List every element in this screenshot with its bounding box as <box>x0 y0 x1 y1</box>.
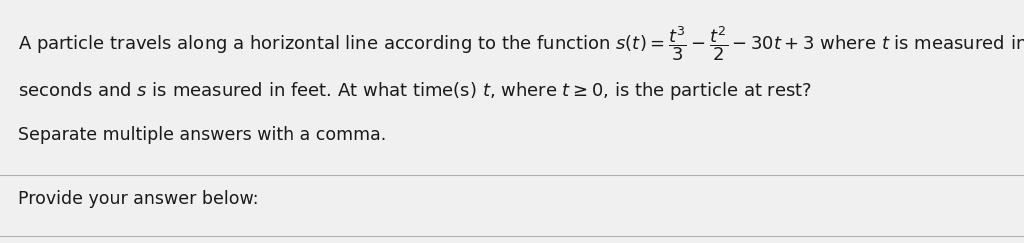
Text: Provide your answer below:: Provide your answer below: <box>18 190 259 208</box>
Text: A particle travels along a horizontal line according to the function $s(t) = \df: A particle travels along a horizontal li… <box>18 24 1024 63</box>
Text: Separate multiple answers with a comma.: Separate multiple answers with a comma. <box>18 126 387 144</box>
Text: seconds and $s$ is measured in feet. At what time(s) $t$, where $t \geq 0$, is t: seconds and $s$ is measured in feet. At … <box>18 80 812 102</box>
